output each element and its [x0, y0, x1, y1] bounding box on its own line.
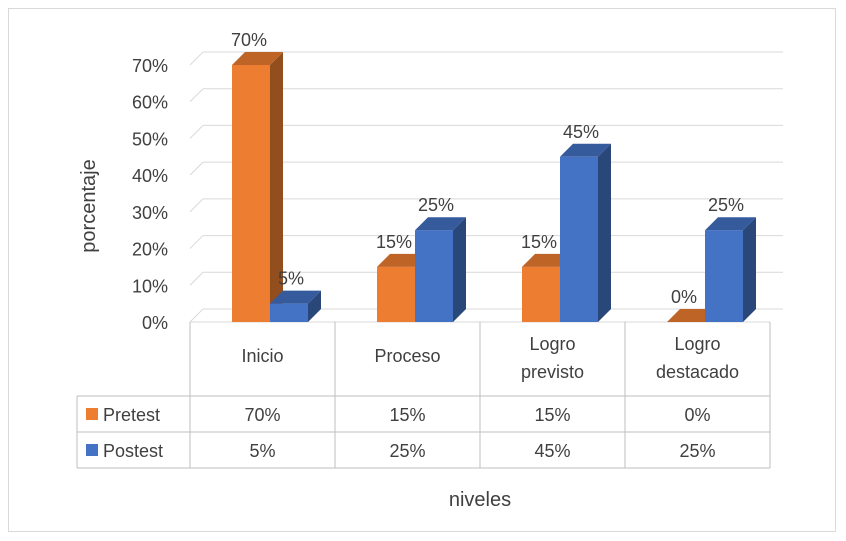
- table-cell: 5%: [249, 441, 275, 461]
- table-cell: 0%: [684, 405, 710, 425]
- bar-top: [415, 217, 466, 231]
- data-label-postest: 25%: [708, 195, 744, 215]
- bar-side: [743, 217, 756, 322]
- gridline-depth: [189, 271, 204, 286]
- bar-side: [453, 217, 466, 322]
- data-label-pretest: 0%: [671, 287, 697, 307]
- bars: [232, 52, 756, 322]
- gridline-depth: [189, 235, 204, 249]
- legend-label: Postest: [103, 441, 163, 461]
- y-tick-label: 20%: [132, 240, 168, 260]
- gridline-depth: [189, 125, 204, 139]
- gridline-depth: [189, 198, 204, 213]
- table-cell: 15%: [534, 405, 570, 425]
- y-tick-label: 60%: [132, 93, 168, 113]
- data-label-pretest: 70%: [231, 30, 267, 50]
- bar-postest: [560, 143, 611, 322]
- y-tick-label: 30%: [132, 203, 168, 223]
- legend-swatch-postest: [86, 444, 98, 456]
- gridline-depth: [189, 161, 204, 176]
- bar-top: [560, 143, 611, 157]
- y-tick-label: 70%: [132, 56, 168, 76]
- table-cell: 15%: [389, 405, 425, 425]
- bar-top: [232, 52, 283, 65]
- bar-front: [522, 266, 560, 322]
- y-tick-label: 50%: [132, 129, 168, 149]
- chart-frame: [8, 8, 836, 532]
- bar-side: [270, 52, 283, 322]
- bar-front: [560, 156, 598, 322]
- bar-postest: [270, 290, 321, 322]
- data-table: Inicio Proceso Logro previsto Logro destacado…: [76, 322, 771, 469]
- category-label: Proceso: [374, 346, 440, 366]
- bar-top: [705, 217, 756, 231]
- table-cell: 70%: [244, 405, 280, 425]
- bar-postest: [705, 217, 756, 322]
- y-tick-label: 10%: [132, 276, 168, 296]
- data-label-postest: 45%: [563, 122, 599, 142]
- bar-top: [270, 290, 321, 304]
- bar-front: [415, 230, 453, 322]
- legend-label: Pretest: [103, 405, 160, 425]
- legend-swatch-pretest: [86, 408, 98, 420]
- bar-front: [270, 303, 308, 322]
- category-label: Logro: [529, 334, 575, 354]
- bar-front: [705, 230, 743, 322]
- category-label: Inicio: [241, 346, 283, 366]
- data-label-pretest: 15%: [521, 232, 557, 252]
- bar-postest: [415, 217, 466, 322]
- bar-front: [232, 65, 270, 322]
- data-label-postest: 5%: [278, 269, 304, 289]
- table-cell: 25%: [679, 441, 715, 461]
- data-label-postest: 25%: [418, 195, 454, 215]
- bar-side: [308, 290, 321, 322]
- gridline-depth: [189, 51, 204, 66]
- y-tick-label: 40%: [132, 166, 168, 186]
- bar-pretest: [232, 52, 283, 322]
- table-cell: 45%: [534, 441, 570, 461]
- bar-side: [598, 143, 611, 322]
- y-tick-label: 0%: [142, 313, 168, 333]
- bar-front: [377, 266, 415, 322]
- gridline-depth: [189, 308, 204, 323]
- table-cell: 25%: [389, 441, 425, 461]
- x-axis-title: niveles: [449, 489, 511, 511]
- y-axis-title: porcentaje: [78, 159, 100, 252]
- category-label: destacado: [656, 362, 739, 382]
- category-label: previsto: [521, 362, 584, 382]
- data-labels: 70% 5% 15% 25% 15% 45% 0% 25%: [231, 30, 744, 307]
- y-axis: 0% 10% 20% 30% 40% 50% 60% 70%: [132, 56, 168, 333]
- data-label-pretest: 15%: [376, 232, 412, 252]
- gridline-depth: [189, 88, 204, 103]
- category-label: Logro: [674, 334, 720, 354]
